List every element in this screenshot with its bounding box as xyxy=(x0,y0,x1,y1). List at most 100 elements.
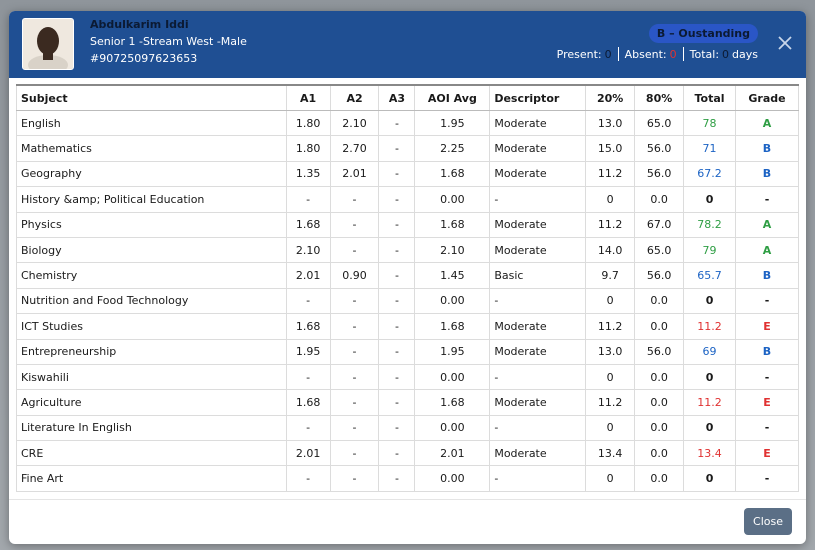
close-icon[interactable] xyxy=(777,35,793,51)
a3-cell: - xyxy=(378,186,416,213)
score-80-cell: 0.0 xyxy=(634,287,685,315)
a1-cell: 1.95 xyxy=(285,338,331,365)
score-20-cell: 9.7 xyxy=(585,262,636,289)
table-row: Nutrition and Food Technology - - -0.00-0 0.… xyxy=(16,287,799,315)
aoi-avg-cell: 1.95 xyxy=(414,109,491,137)
a3-cell: - xyxy=(378,211,416,238)
aoi-avg-cell: 2.10 xyxy=(414,236,491,264)
column-header: Total xyxy=(683,84,736,111)
subject-cell: Kiswahili xyxy=(16,363,287,391)
subject-cell: CRE xyxy=(16,440,287,467)
grade-cell: - xyxy=(735,363,799,391)
overall-grade-badge: B – Oustanding xyxy=(648,24,758,43)
a3-cell: - xyxy=(378,465,416,492)
grade-cell: A xyxy=(735,236,799,264)
column-header: Descriptor xyxy=(489,84,587,111)
table-row: Fine Art - - -0.00-0 0.0 0- xyxy=(16,465,799,492)
a2-cell: 2.10 xyxy=(329,109,380,137)
student-name: Abdulkarim Iddi xyxy=(90,18,189,31)
divider xyxy=(617,47,619,61)
score-80-cell: 0.0 xyxy=(634,363,685,391)
table-header-row: Subject A1 A2 A3 AOI Avg Descriptor 20% 80% Tota… xyxy=(16,84,799,111)
score-20-cell: 0 xyxy=(585,287,636,315)
column-header: A3 xyxy=(378,84,416,111)
a2-cell: - xyxy=(329,313,380,340)
a3-cell: - xyxy=(378,363,416,391)
score-20-cell: 0 xyxy=(585,414,636,442)
a3-cell: - xyxy=(378,338,416,365)
table-row: Biology 2.10- -2.10 Moderate 14.0 65.0 79 A xyxy=(16,236,799,264)
results-table: Subject A1 A2 A3 AOI Avg Descriptor 20% 80% Tota… xyxy=(16,84,799,492)
table-row: Mathematics 1.80 2.70-2.25 Moderate 15.0 56.0… xyxy=(16,135,799,162)
total-cell: 0 xyxy=(683,287,736,315)
score-80-cell: 65.0 xyxy=(634,236,685,264)
descriptor-cell: Moderate xyxy=(489,313,587,340)
score-20-cell: 13.0 xyxy=(585,338,636,365)
student-avatar xyxy=(22,18,74,70)
descriptor-cell: Moderate xyxy=(489,440,587,467)
score-80-cell: 0.0 xyxy=(634,414,685,442)
a2-cell: - xyxy=(329,389,380,416)
aoi-avg-cell: 1.68 xyxy=(414,389,491,416)
subject-cell: English xyxy=(16,109,287,137)
a3-cell: - xyxy=(378,109,416,137)
grade-cell: A xyxy=(735,211,799,238)
score-80-cell: 0.0 xyxy=(634,389,685,416)
a3-cell: - xyxy=(378,389,416,416)
grade-cell: - xyxy=(735,186,799,213)
a2-cell: 2.01 xyxy=(329,160,380,188)
a2-cell: 0.90 xyxy=(329,262,380,289)
aoi-avg-cell: 1.68 xyxy=(414,313,491,340)
aoi-avg-cell: 0.00 xyxy=(414,414,491,442)
descriptor-cell: Moderate xyxy=(489,236,587,264)
aoi-avg-cell: 1.45 xyxy=(414,262,491,289)
a1-cell: - xyxy=(285,287,331,315)
close-button[interactable]: Close xyxy=(744,508,792,535)
a2-cell: - xyxy=(329,287,380,315)
subject-cell: Fine Art xyxy=(16,465,287,492)
score-80-cell: 56.0 xyxy=(634,135,685,162)
score-20-cell: 11.2 xyxy=(585,211,636,238)
table-row: Agriculture 1.68- -1.68 Moderate 11.2 0.0 11.2… xyxy=(16,389,799,416)
a2-cell: - xyxy=(329,211,380,238)
subject-cell: Entrepreneurship xyxy=(16,338,287,365)
descriptor-cell: Moderate xyxy=(489,109,587,137)
column-header: A1 xyxy=(285,84,331,111)
table-row: Geography 1.35 2.01-1.68 Moderate 11.2 56.0 67… xyxy=(16,160,799,188)
total-label: Total: xyxy=(689,47,720,61)
table-row: History &amp; Political Education - - -0.00… xyxy=(16,186,799,213)
total-cell: 0 xyxy=(683,465,736,492)
score-20-cell: 0 xyxy=(585,465,636,492)
aoi-avg-cell: 0.00 xyxy=(414,287,491,315)
column-header: 20% xyxy=(585,84,636,111)
column-header: AOI Avg xyxy=(414,84,491,111)
score-20-cell: 11.2 xyxy=(585,160,636,188)
column-header: Subject xyxy=(16,84,287,111)
column-header: A2 xyxy=(329,84,380,111)
column-header: 80% xyxy=(634,84,685,111)
a2-cell: - xyxy=(329,338,380,365)
a2-cell: - xyxy=(329,414,380,442)
aoi-avg-cell: 0.00 xyxy=(414,363,491,391)
absent-label: Absent: xyxy=(624,47,667,61)
table-row: Chemistry 2.01 0.90-1.45 Basic 9.7 56.0 65.7 B xyxy=(16,262,799,289)
subject-cell: Literature In English xyxy=(16,414,287,442)
grade-cell: B xyxy=(735,338,799,365)
score-80-cell: 67.0 xyxy=(634,211,685,238)
score-80-cell: 0.0 xyxy=(634,186,685,213)
days-label: days xyxy=(732,47,758,61)
score-80-cell: 0.0 xyxy=(634,465,685,492)
a1-cell: 1.68 xyxy=(285,211,331,238)
descriptor-cell: - xyxy=(489,363,587,391)
descriptor-cell: Moderate xyxy=(489,160,587,188)
aoi-avg-cell: 1.68 xyxy=(414,160,491,188)
subject-cell: Nutrition and Food Technology xyxy=(16,287,287,315)
grade-cell: E xyxy=(735,389,799,416)
descriptor-cell: Moderate xyxy=(489,135,587,162)
score-20-cell: 13.4 xyxy=(585,440,636,467)
descriptor-cell: - xyxy=(489,465,587,492)
score-20-cell: 0 xyxy=(585,186,636,213)
a1-cell: - xyxy=(285,363,331,391)
descriptor-cell: - xyxy=(489,287,587,315)
table-row: ICT Studies 1.68- -1.68 Moderate 11.2 0.0 11.2… xyxy=(16,313,799,340)
